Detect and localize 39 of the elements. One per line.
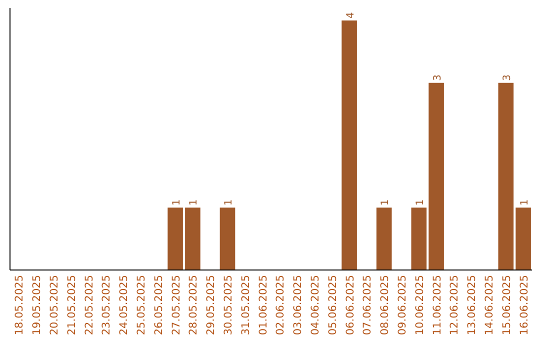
x-tick-label: 10.06.2025 [414,275,426,336]
data-label: 1 [519,199,530,206]
data-label: 4 [345,12,356,18]
x-tick-label: 09.06.2025 [396,275,408,336]
x-tick-label: 30.05.2025 [222,275,234,336]
x-tick-label: 14.06.2025 [484,275,496,336]
x-tick-label: 22.05.2025 [83,275,96,336]
x-tick-label: 31.05.2025 [240,275,252,336]
x-tick-label: 01.06.2025 [257,275,270,336]
x-tick-label: 12.06.2025 [448,275,461,336]
x-tick-label: 06.06.2025 [344,275,356,336]
x-tick-label: 23.05.2025 [100,275,113,336]
x-tick-label: 08.06.2025 [379,275,392,336]
x-tick-label: 24.05.2025 [118,275,130,336]
x-tick-label: 20.05.2025 [48,275,60,336]
x-tick-label: 13.06.2025 [466,275,478,336]
data-label: 1 [188,199,200,206]
data-label: 1 [171,199,182,206]
x-tick-label: 03.06.2025 [292,275,304,336]
x-tick-label: 18.05.2025 [14,275,26,336]
x-tick-label: 29.05.2025 [205,275,218,336]
x-tick-label: 16.06.2025 [518,275,530,336]
data-label: 3 [432,74,444,81]
x-tick-label: 07.06.2025 [362,275,374,336]
x-tick-label: 02.06.2025 [274,275,287,336]
x-tick-label: 04.06.2025 [310,275,322,336]
x-tick-label: 21.05.2025 [66,275,78,336]
x-tick-label: 27.05.2025 [170,275,182,336]
data-label: 1 [380,199,392,206]
x-tick-label: 15.06.2025 [500,275,513,336]
x-tick-label: 11.06.2025 [431,275,444,336]
data-label: 1 [414,199,426,206]
data-label: 3 [502,74,513,81]
x-tick-label: 19.05.2025 [31,275,44,336]
x-tick-label: 26.05.2025 [152,275,165,336]
x-tick-label: 25.05.2025 [136,275,148,336]
x-tick-label: 28.05.2025 [188,275,200,336]
x-tick-label: 05.06.2025 [326,275,339,336]
data-label: 1 [224,199,234,206]
